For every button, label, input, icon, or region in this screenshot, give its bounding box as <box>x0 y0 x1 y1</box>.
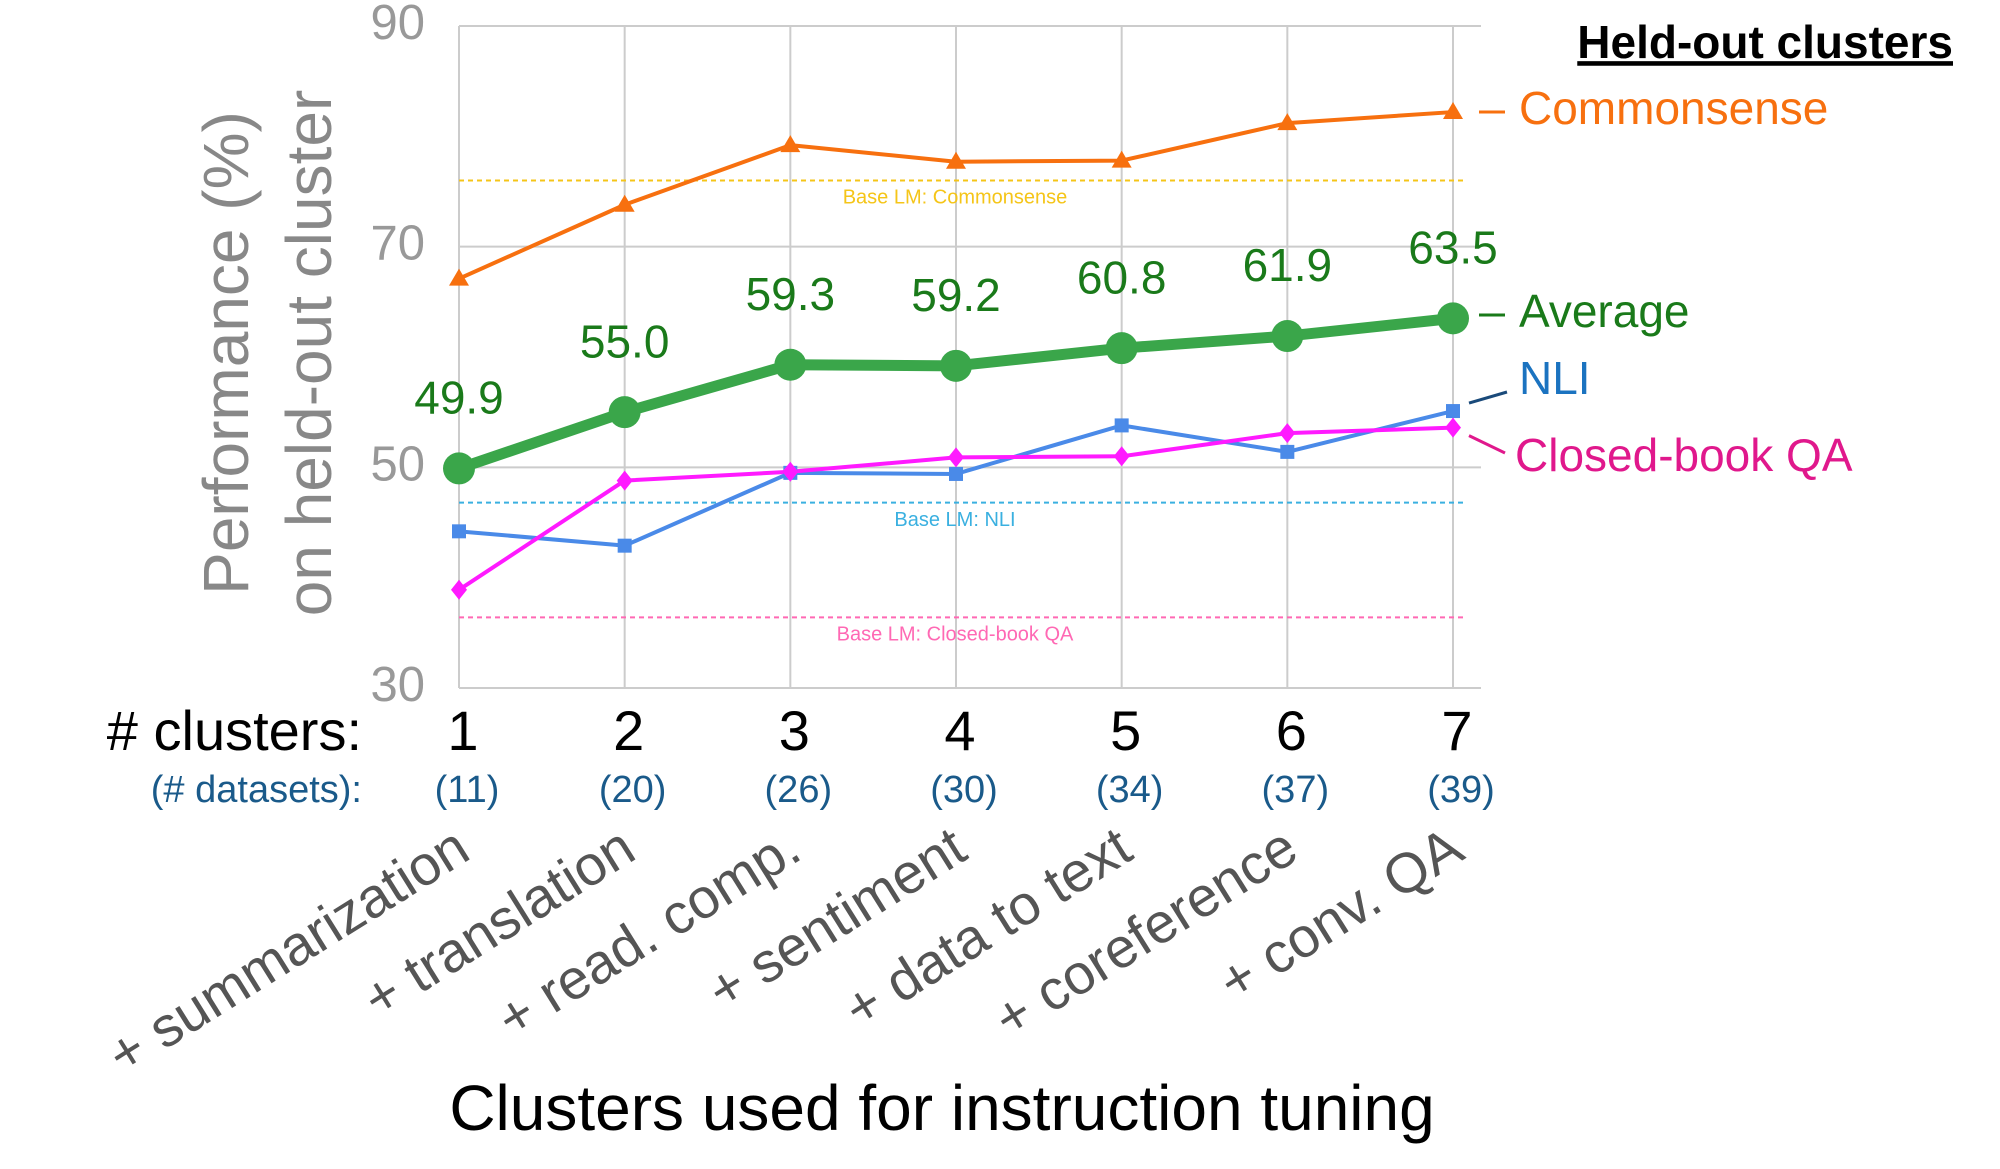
leader <box>1468 434 1506 455</box>
y-tick-label: 30 <box>370 658 425 712</box>
y-axis-title: Performance (%) <box>190 111 262 595</box>
x-tick-label: 4 <box>944 699 975 762</box>
dataset-count: (26) <box>765 769 833 811</box>
x-tick-label: 5 <box>1110 699 1141 762</box>
y-axis-title: on held-out cluster <box>273 90 345 617</box>
legend-label: Commonsense <box>1519 82 1828 134</box>
point <box>1443 102 1463 120</box>
point <box>780 135 801 153</box>
dataset-count: (39) <box>1427 769 1495 811</box>
value-label: 59.3 <box>746 268 836 320</box>
value-label: 49.9 <box>414 372 504 424</box>
point <box>940 349 972 382</box>
baseline-label: Base LM: Closed-book QA <box>837 624 1074 646</box>
point <box>1445 417 1461 438</box>
x-tick-label: 6 <box>1276 699 1307 762</box>
x-tick-label: 1 <box>447 699 478 762</box>
legend-label: Average <box>1519 285 1690 337</box>
value-label: 55.0 <box>580 315 670 367</box>
y-tick-label: 90 <box>370 0 425 50</box>
legend-title: Held-out clusters <box>1577 16 1953 68</box>
point <box>949 466 963 481</box>
value-label: 59.2 <box>911 269 1001 321</box>
row-label: # clusters: <box>107 699 362 762</box>
dataset-count: (30) <box>930 769 998 811</box>
point <box>1111 150 1132 168</box>
point <box>1113 446 1130 467</box>
point <box>1105 332 1138 365</box>
point <box>617 538 632 553</box>
row-label: (# datasets): <box>151 769 362 811</box>
point <box>1437 302 1469 335</box>
baseline-label: Base LM: NLI <box>894 509 1015 531</box>
value-label: 61.9 <box>1243 239 1333 291</box>
x-tick-label: 7 <box>1441 699 1472 762</box>
point <box>1277 113 1298 131</box>
y-tick-label: 50 <box>370 437 425 491</box>
y-tick-label: 70 <box>370 217 425 271</box>
point <box>616 470 633 491</box>
point <box>608 396 641 429</box>
point <box>1279 423 1296 444</box>
point <box>774 348 807 381</box>
point <box>443 452 475 485</box>
dataset-count: (37) <box>1262 769 1330 811</box>
legend-label: Closed-book QA <box>1515 429 1853 481</box>
leader <box>1468 390 1508 405</box>
dataset-count: (11) <box>435 769 500 811</box>
point <box>1114 418 1129 433</box>
value-label: 63.5 <box>1408 222 1498 274</box>
point <box>449 268 469 286</box>
x-tick-label: 2 <box>613 699 644 762</box>
value-label: 60.8 <box>1077 251 1167 303</box>
point <box>948 447 964 468</box>
legend-label: NLI <box>1519 352 1591 404</box>
point <box>614 194 635 212</box>
dataset-count: (34) <box>1096 769 1164 811</box>
point <box>452 524 466 539</box>
point <box>1280 444 1295 459</box>
point <box>946 151 966 169</box>
dataset-count: (20) <box>599 769 667 811</box>
point <box>1446 404 1460 419</box>
point <box>782 461 799 482</box>
x-axis-title: Clusters used for instruction tuning <box>449 1072 1434 1144</box>
point <box>1271 320 1304 353</box>
baseline-label: Base LM: Commonsense <box>843 187 1068 209</box>
point <box>451 579 467 600</box>
x-tick-label: 3 <box>779 699 810 762</box>
